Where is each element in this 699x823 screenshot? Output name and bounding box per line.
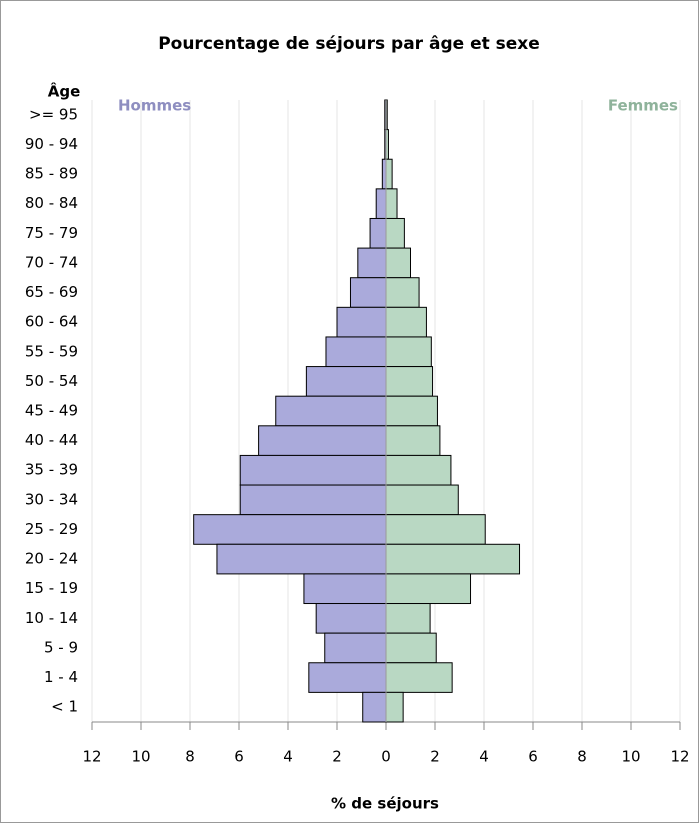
y-tick-label: 10 - 14 — [25, 609, 78, 627]
x-tick-label: 6 — [528, 748, 538, 766]
bar — [325, 336, 387, 368]
category-axis-label: Âge — [48, 82, 81, 101]
y-tick-label: 85 - 89 — [25, 165, 78, 183]
x-tick-label: 2 — [430, 748, 440, 766]
y-tick-label: 20 - 24 — [25, 550, 78, 568]
bar — [357, 247, 387, 279]
bar — [385, 484, 459, 516]
bar — [385, 306, 427, 338]
y-tick-label: 90 - 94 — [25, 135, 78, 153]
bar — [385, 454, 452, 486]
bar — [385, 247, 411, 279]
bar — [324, 632, 387, 664]
bar — [385, 395, 438, 427]
bar — [258, 425, 387, 456]
bar — [385, 366, 434, 397]
x-tick-label: 10 — [621, 748, 640, 766]
y-tick-label: 50 - 54 — [25, 372, 78, 390]
y-tick-label: 40 - 44 — [25, 431, 78, 449]
bar — [385, 336, 432, 368]
chart-title: Pourcentage de séjours par âge et sexe — [158, 34, 540, 54]
x-tick-label: 6 — [234, 748, 244, 766]
bar — [216, 543, 387, 575]
bar — [385, 158, 393, 190]
bar — [275, 395, 387, 427]
x-tick-label: 8 — [185, 748, 195, 766]
bar — [193, 514, 387, 545]
bar — [305, 366, 387, 397]
bar — [315, 603, 387, 634]
bar — [349, 277, 387, 308]
bar — [385, 514, 486, 545]
bar — [308, 662, 387, 693]
bar — [362, 691, 387, 723]
bar — [385, 691, 404, 723]
y-tick-label: >= 95 — [29, 105, 78, 123]
y-tick-label: 80 - 84 — [25, 194, 78, 212]
y-tick-label: 60 - 64 — [25, 313, 78, 331]
bar — [369, 217, 387, 249]
bar — [381, 158, 387, 190]
x-tick-label: 12 — [670, 748, 689, 766]
bar — [385, 573, 472, 605]
y-tick-label: 45 - 49 — [25, 402, 78, 420]
bar — [303, 573, 387, 605]
y-tick-label: 5 - 9 — [44, 638, 78, 656]
bar — [385, 543, 521, 575]
y-tick-label: < 1 — [51, 698, 78, 716]
y-tick-label: 15 - 19 — [25, 579, 78, 597]
bar — [385, 217, 405, 249]
y-tick-label: 70 - 74 — [25, 253, 78, 271]
x-tick-label: 12 — [82, 748, 101, 766]
bar — [385, 188, 398, 219]
y-tick-label: 30 - 34 — [25, 490, 78, 508]
bar — [239, 454, 387, 486]
y-tick-label: 55 - 59 — [25, 342, 78, 360]
x-tick-label: 4 — [479, 748, 489, 766]
bar — [239, 484, 387, 516]
x-tick-label: 2 — [332, 748, 342, 766]
bar — [385, 603, 431, 634]
x-tick-label: 0 — [381, 748, 391, 766]
y-tick-label: 25 - 29 — [25, 520, 78, 538]
x-axis-label: % de séjours — [331, 795, 439, 813]
x-tick-label: 8 — [577, 748, 587, 766]
legend-label: Hommes — [118, 97, 191, 115]
bar — [375, 188, 387, 219]
bar — [385, 425, 441, 456]
bar — [336, 306, 387, 338]
x-tick-label: 10 — [131, 748, 150, 766]
bar — [385, 632, 437, 664]
legend-label: Femmes — [608, 97, 678, 115]
y-tick-label: 1 - 4 — [44, 668, 78, 686]
y-tick-label: 65 - 69 — [25, 283, 78, 301]
y-tick-label: 35 - 39 — [25, 461, 78, 479]
y-tick-label: 75 - 79 — [25, 224, 78, 242]
bar — [385, 277, 420, 308]
x-tick-label: 4 — [283, 748, 293, 766]
bar — [385, 662, 453, 693]
